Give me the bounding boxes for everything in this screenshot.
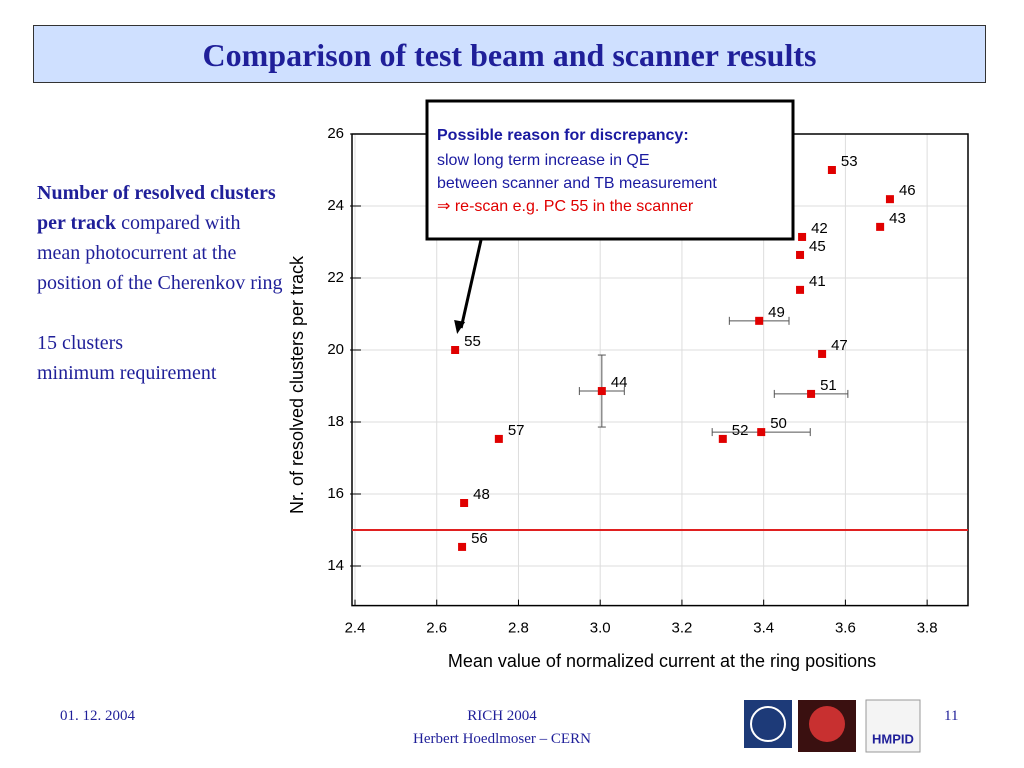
logo-hmpid-text: HMPID (872, 731, 914, 746)
point (755, 316, 764, 325)
point (807, 389, 816, 398)
point-label: 44 (611, 374, 628, 391)
side-bold: Number of resolved clusters (37, 182, 276, 204)
y-axis-label: Nr. of resolved clusters per track (287, 255, 307, 514)
y-tick-label: 24 (327, 197, 344, 214)
x-tick-label: 2.8 (508, 620, 529, 637)
point-label: 50 (770, 415, 787, 432)
point-label: 49 (768, 304, 785, 321)
point-label: 47 (831, 337, 848, 354)
x-tick-label: 2.6 (426, 620, 447, 637)
point-label: 56 (471, 530, 488, 547)
y-tick-label: 14 (327, 557, 344, 574)
point (458, 542, 467, 551)
y-tick-label: 20 (327, 341, 344, 358)
x-tick-label: 3.4 (753, 620, 774, 637)
point (494, 434, 503, 443)
x-tick-label: 2.4 (345, 620, 366, 637)
point (876, 222, 885, 231)
annotation-box (425, 99, 795, 241)
x-tick-label: 3.2 (672, 620, 693, 637)
x-tick-label: 3.8 (917, 620, 938, 637)
point (885, 195, 894, 204)
point (798, 232, 807, 241)
annotation-arrow (459, 239, 483, 329)
y-tick-label: 16 (327, 485, 344, 502)
footer-page: 11 (944, 708, 959, 724)
annotation-title: Possible reason for discrepancy: (437, 127, 689, 144)
arrow-head (454, 320, 466, 334)
point-label: 45 (809, 238, 826, 255)
y-tick-label: 22 (327, 269, 344, 286)
point-label: 55 (464, 333, 481, 350)
point-label: 41 (809, 273, 826, 290)
point (757, 428, 766, 437)
point (818, 349, 827, 358)
slide-title: Comparison of test beam and scanner resu… (33, 25, 986, 83)
footer-author: Herbert Hoedlmoser – CERN (413, 731, 591, 747)
x-axis-label: Mean value of normalized current at the … (448, 651, 876, 671)
point-label: 48 (473, 486, 490, 503)
side-req: minimum requirement (37, 362, 217, 384)
point-label: 53 (841, 153, 858, 170)
annotation-line: slow long term increase in QE (437, 152, 650, 169)
point (796, 250, 805, 259)
y-tick-label: 18 (327, 413, 344, 430)
side-text: Number of resolved clusters per track co… (37, 178, 287, 388)
point (597, 387, 606, 396)
point (460, 499, 469, 507)
annotation-line: between scanner and TB measurement (437, 175, 717, 192)
point-label: 42 (811, 220, 828, 237)
side-bold: per track (37, 212, 117, 234)
footer-event: RICH 2004 (467, 708, 537, 724)
point-label: 52 (732, 422, 749, 439)
point (451, 346, 460, 354)
y-tick-label: 26 (327, 125, 344, 142)
logo-cern-ring (750, 706, 786, 742)
point-label: 46 (899, 182, 916, 199)
logo-alice-event (809, 706, 845, 742)
footer-date: 01. 12. 2004 (60, 708, 135, 724)
side-normal: compared with mean photocurrent at the p… (37, 212, 283, 294)
x-tick-label: 3.6 (835, 620, 856, 637)
side-req: 15 clusters (37, 332, 124, 354)
logo-hmpid (865, 699, 921, 753)
annotation-line: ⇒ re-scan e.g. PC 55 in the scanner (437, 198, 694, 215)
x-tick-label: 3.0 (590, 620, 611, 637)
point (718, 434, 727, 443)
point (827, 166, 836, 174)
point-label: 43 (889, 210, 906, 227)
point (796, 285, 805, 294)
point-label: 57 (508, 422, 525, 439)
point-label: 51 (820, 377, 837, 394)
